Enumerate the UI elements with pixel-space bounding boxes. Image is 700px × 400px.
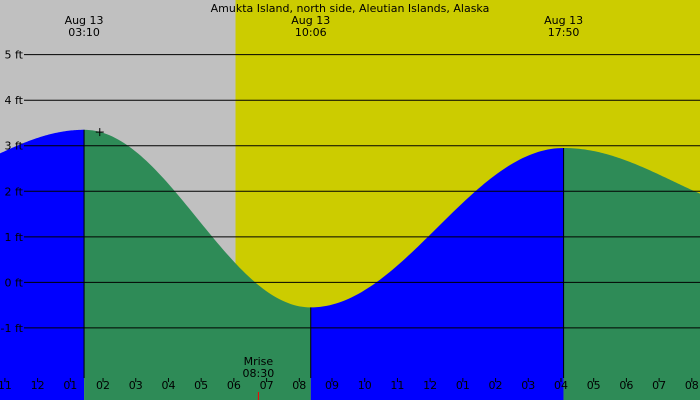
moonrise-time: 08:30 <box>243 367 275 380</box>
chart-title: Amukta Island, north side, Aleutian Isla… <box>211 2 490 15</box>
x-tick-label: 09 <box>325 379 339 392</box>
x-tick-label: 02 <box>489 379 503 392</box>
y-tick-label: 0 ft <box>5 276 24 289</box>
moonrise-label: Mrise <box>244 355 274 368</box>
x-tick-label: 01 <box>456 379 470 392</box>
tide-event-date: Aug 13 <box>544 14 583 27</box>
y-axis-labels: 5 ft 4 ft 3 ft 2 ft 1 ft 0 ft -1 ft <box>1 49 24 335</box>
y-tick-label: 2 ft <box>5 185 24 198</box>
x-tick-label: 07 <box>652 379 666 392</box>
x-tick-label: 11 <box>390 379 404 392</box>
current-marker <box>95 128 104 137</box>
y-tick-label: 4 ft <box>5 94 24 107</box>
rising-tide-area <box>0 129 85 400</box>
x-tick-label: 11 <box>0 379 12 392</box>
x-tick-label: 03 <box>129 379 143 392</box>
x-tick-label: 07 <box>260 379 274 392</box>
x-tick-label: 01 <box>63 379 77 392</box>
x-tick-label: 05 <box>587 379 601 392</box>
y-tick-label: 1 ft <box>5 231 24 244</box>
tide-event-time: 03:10 <box>68 26 100 39</box>
x-tick-label: 12 <box>31 379 45 392</box>
falling-tide-area <box>563 148 700 400</box>
x-tick-label: 06 <box>227 379 241 392</box>
x-tick-label: 12 <box>423 379 437 392</box>
x-tick-label: 10 <box>358 379 372 392</box>
rising-tide-area <box>310 148 564 400</box>
falling-tide-area <box>84 129 311 400</box>
x-tick-label: 08 <box>292 379 306 392</box>
tide-event-date: Aug 13 <box>291 14 330 27</box>
y-tick-label: 3 ft <box>5 140 24 153</box>
gridlines <box>24 54 700 329</box>
x-tick-label: 05 <box>194 379 208 392</box>
tide-event-time: 10:06 <box>295 26 327 39</box>
x-tick-label: 04 <box>554 379 568 392</box>
x-tick-label: 08 <box>685 379 699 392</box>
x-tick-label: 03 <box>521 379 535 392</box>
tide-event-time: 17:50 <box>548 26 580 39</box>
tide-event-date: Aug 13 <box>65 14 104 27</box>
x-tick-label: 02 <box>96 379 110 392</box>
tide-areas <box>0 129 700 400</box>
x-tick-label: 06 <box>619 379 633 392</box>
x-tick-label: 04 <box>161 379 175 392</box>
y-tick-label: -1 ft <box>1 322 24 335</box>
x-axis-labels: 11 12 01 02 03 04 05 06 07 08 09 10 11 12 01 02 03 04 05 06… <box>0 378 699 392</box>
y-tick-label: 5 ft <box>5 49 24 62</box>
